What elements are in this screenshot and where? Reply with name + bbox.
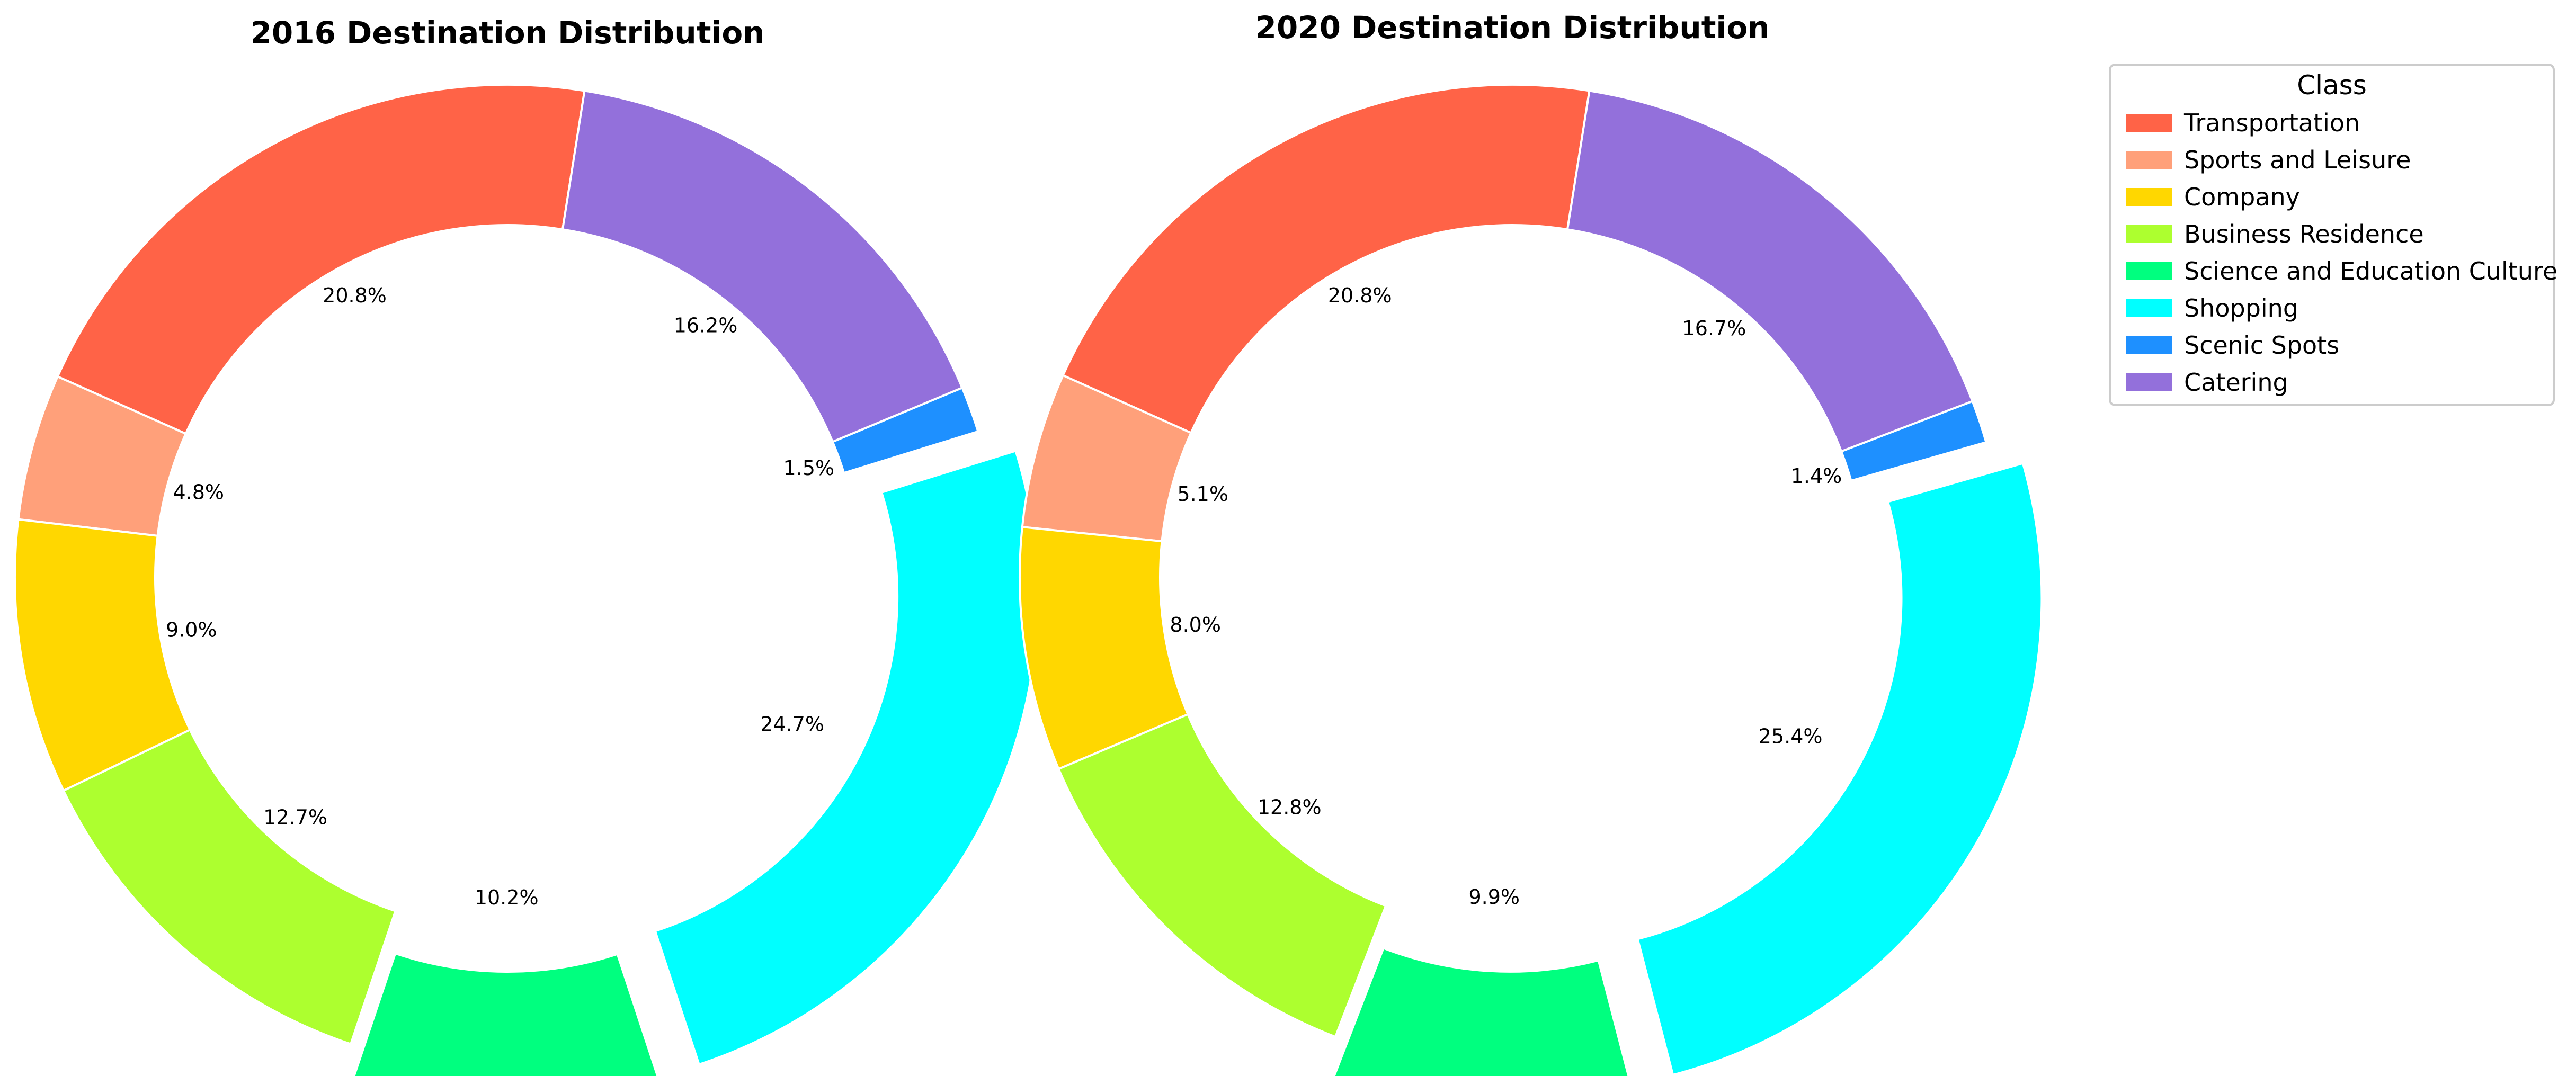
slice-2016-shopping bbox=[654, 449, 1039, 1066]
pct-label-2016-scenic-spots: 1.5% bbox=[783, 456, 835, 480]
legend-swatch-sports-and-leisure bbox=[2126, 151, 2172, 169]
pct-label-2016-company: 9.0% bbox=[166, 618, 217, 642]
labels-2016: 20.8% 4.8% 9.0% 12.7% 10.2% 24.7% 1.5% 16.2% bbox=[166, 284, 834, 909]
pct-label-2016-sports-and-leisure: 4.8% bbox=[173, 480, 224, 504]
pct-label-2020-scenic-spots: 1.4% bbox=[1791, 464, 1842, 488]
legend-label-sports-and-leisure: Sports and Leisure bbox=[2184, 146, 2411, 174]
legend-swatch-scenic-spots bbox=[2126, 336, 2172, 354]
legend-label-transportation: Transportation bbox=[2183, 109, 2360, 137]
legend-items: Transportation Sports and Leisure Company B… bbox=[2126, 109, 2557, 397]
pct-label-2016-business-residence: 12.7% bbox=[263, 806, 327, 829]
pct-label-2020-company: 8.0% bbox=[1170, 613, 1221, 636]
pct-label-2016-transportation: 20.8% bbox=[323, 284, 387, 307]
slice-2016-catering bbox=[561, 89, 964, 443]
slice-2020-business-residence bbox=[1057, 713, 1387, 1038]
legend-swatch-shopping bbox=[2126, 299, 2172, 317]
chart-title-2020: 2020 Destination Distribution bbox=[1255, 10, 1770, 46]
legend-swatch-catering bbox=[2126, 373, 2172, 391]
pct-label-2020-sports-and-leisure: 5.1% bbox=[1177, 482, 1228, 506]
legend-label-science-and-education-culture: Science and Education Culture bbox=[2184, 257, 2557, 285]
legend-swatch-transportation bbox=[2126, 114, 2172, 132]
slice-2020-science-and-education-culture bbox=[1333, 946, 1630, 1076]
slice-2016-business-residence bbox=[62, 728, 397, 1046]
pct-label-2020-transportation: 20.8% bbox=[1328, 284, 1392, 307]
legend-label-scenic-spots: Scenic Spots bbox=[2184, 331, 2339, 360]
slices-2020 bbox=[1019, 84, 2043, 1076]
legend-frame bbox=[2109, 64, 2555, 406]
slice-2020-catering bbox=[1566, 89, 1974, 453]
legend: Class Transportation Sports and Leisure Co… bbox=[2109, 64, 2557, 406]
slice-2016-science-and-education-culture bbox=[353, 952, 659, 1076]
chart-title-2016: 2016 Destination Distribution bbox=[251, 15, 765, 51]
donut-chart-2016: 2016 Destination Distribution 20.8% 4.8% 9… bbox=[14, 15, 1039, 1076]
legend-label-company: Company bbox=[2184, 183, 2300, 211]
labels-2020: 20.8% 5.1% 8.0% 12.8% 9.9% 25.4% 1.4% 16.7% bbox=[1170, 284, 1842, 909]
pct-label-2016-science-and-education-culture: 10.2% bbox=[475, 886, 539, 909]
slice-2020-transportation bbox=[1062, 84, 1591, 435]
slice-2016-transportation bbox=[56, 84, 586, 435]
pct-label-2020-science-and-education-culture: 9.9% bbox=[1468, 885, 1520, 909]
pct-label-2016-shopping: 24.7% bbox=[760, 712, 824, 736]
pct-label-2016-catering: 16.2% bbox=[674, 313, 738, 337]
legend-swatch-company bbox=[2126, 188, 2172, 206]
pct-label-2020-shopping: 25.4% bbox=[1759, 724, 1823, 748]
slices-2016 bbox=[14, 84, 1039, 1076]
legend-label-shopping: Shopping bbox=[2184, 294, 2298, 322]
legend-swatch-science-and-education-culture bbox=[2126, 262, 2172, 280]
legend-label-business-residence: Business Residence bbox=[2184, 220, 2424, 248]
slice-2020-shopping bbox=[1636, 462, 2043, 1076]
pct-label-2020-business-residence: 12.8% bbox=[1258, 796, 1322, 819]
donut-chart-2020: 2020 Destination Distribution 20.8% 5.1% 8… bbox=[1019, 10, 2043, 1076]
legend-swatch-business-residence bbox=[2126, 225, 2172, 243]
legend-label-catering: Catering bbox=[2184, 368, 2288, 397]
pct-label-2020-catering: 16.7% bbox=[1682, 317, 1746, 340]
legend-title: Class bbox=[2297, 70, 2367, 101]
